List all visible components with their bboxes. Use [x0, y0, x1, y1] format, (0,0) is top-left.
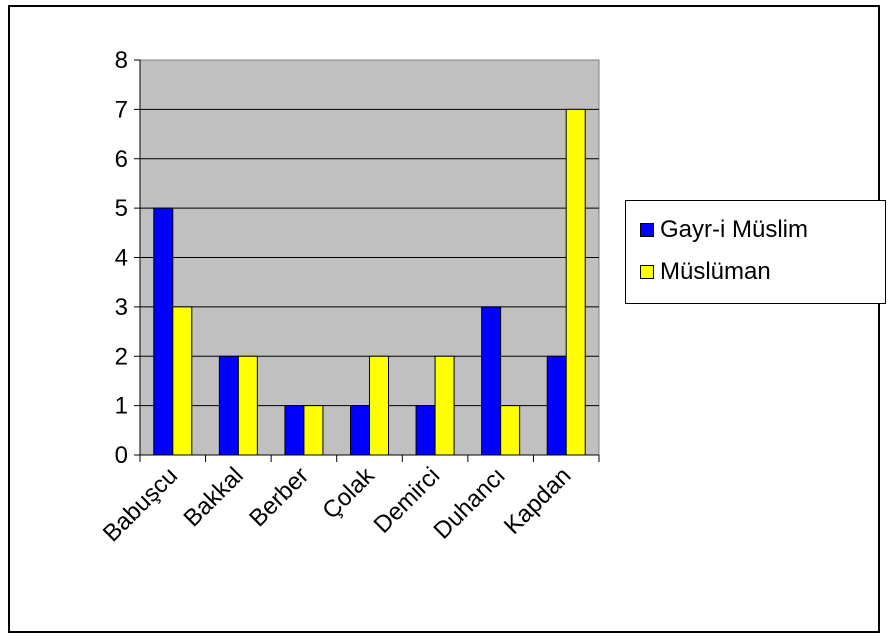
- bar-musluman: [172, 306, 193, 456]
- y-tick-label: 7: [115, 96, 128, 123]
- bar-musluman: [434, 355, 455, 456]
- y-tick-label: 1: [115, 393, 128, 420]
- x-tick-label: Duhancı: [429, 462, 511, 544]
- bar-gayr-i-muslim: [415, 405, 436, 456]
- y-tick-label: 3: [115, 294, 128, 321]
- legend: Gayr-i Müslim Müslüman: [625, 200, 886, 304]
- x-tick-label: Berber: [244, 462, 314, 532]
- bar-gayr-i-muslim: [153, 207, 174, 456]
- x-tick-label: Bakkal: [179, 462, 249, 532]
- bar-musluman: [369, 355, 389, 456]
- y-tick-label: 2: [115, 343, 128, 370]
- bar-musluman: [237, 355, 258, 456]
- x-tick-label: Çolak: [317, 461, 380, 524]
- bars: [153, 108, 586, 456]
- bar-musluman: [303, 405, 324, 456]
- bar-musluman: [565, 108, 586, 456]
- y-tick-label: 6: [115, 146, 128, 173]
- legend-label-musluman: Müslüman: [660, 258, 771, 285]
- bar-gayr-i-muslim: [218, 355, 239, 456]
- y-axis: 0 1 2 3 4 5 6 7 8: [115, 47, 141, 469]
- bar-gayr-i-muslim: [350, 405, 370, 456]
- legend-item-musluman: Müslüman: [640, 257, 771, 287]
- legend-swatch-gayr-i-muslim: [640, 223, 654, 237]
- x-tick-label: Kapdan: [499, 462, 577, 540]
- y-tick-label: 0: [115, 442, 128, 469]
- y-tick-label: 8: [115, 47, 128, 74]
- bar-gayr-i-muslim: [284, 405, 305, 456]
- y-tick-label: 5: [115, 195, 128, 222]
- legend-label-gayr-i-muslim: Gayr-i Müslim: [660, 216, 808, 243]
- bar-musluman: [500, 405, 521, 456]
- legend-swatch-musluman: [640, 265, 654, 279]
- bar-gayr-i-muslim: [546, 355, 567, 456]
- legend-item-gayr-i-muslim: Gayr-i Müslim: [640, 215, 808, 245]
- x-tick-label: Babuşcu: [98, 462, 183, 547]
- bar-gayr-i-muslim: [481, 306, 502, 456]
- y-tick-label: 4: [115, 245, 128, 272]
